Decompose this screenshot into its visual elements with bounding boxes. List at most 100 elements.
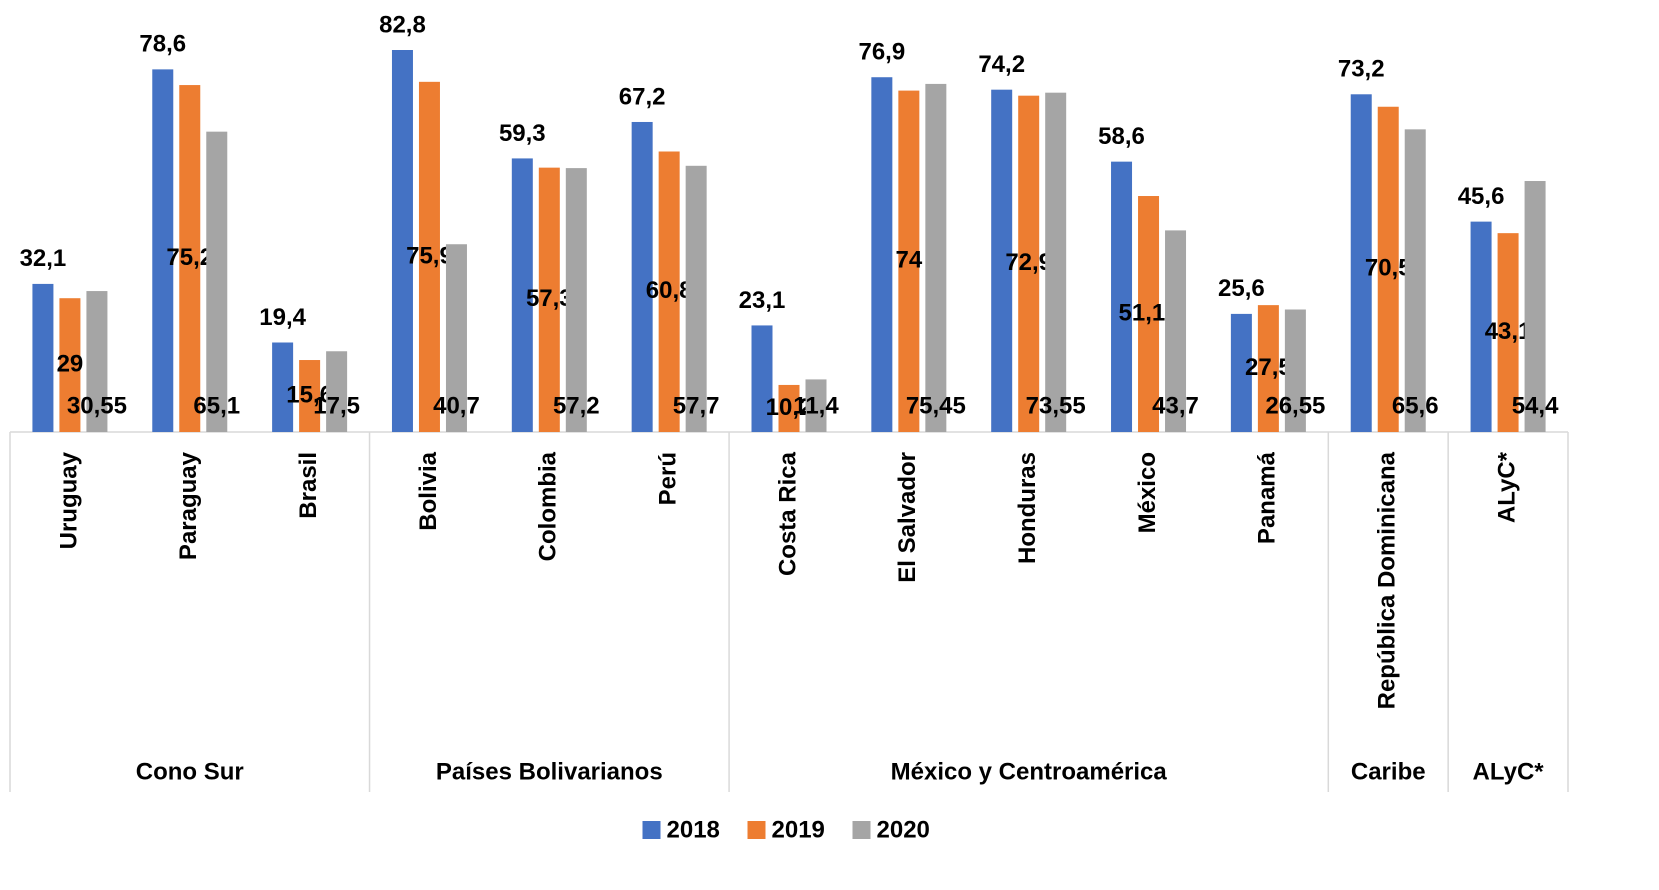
data-label: 74,2 [978, 51, 1025, 78]
bar [1524, 181, 1546, 432]
data-label: 59,3 [499, 120, 546, 147]
bar [778, 384, 800, 432]
data-label: 57,7 [673, 392, 720, 419]
data-label: 11,4 [793, 392, 839, 419]
data-label: 32,1 [20, 245, 67, 272]
bar [538, 167, 560, 432]
bar [445, 244, 467, 432]
group-label: Cono Sur [136, 758, 244, 785]
bar [1018, 95, 1040, 432]
legend-swatch [642, 821, 661, 839]
x-tick-label: Bolivia [415, 451, 442, 530]
x-tick-label: Perú [654, 452, 681, 505]
data-label: 17,5 [313, 392, 360, 419]
legend-swatch [852, 821, 871, 839]
bar [1470, 221, 1492, 432]
data-label: 65,6 [1392, 392, 1439, 419]
bar [1111, 161, 1133, 432]
data-label: 57,3 [526, 285, 573, 312]
bar [1165, 230, 1187, 432]
data-label: 10,2 [766, 394, 813, 421]
bar [658, 151, 680, 432]
data-label: 29 [57, 350, 84, 377]
bar [59, 298, 81, 432]
data-label: 57,2 [553, 392, 600, 419]
legend-label: 2019 [772, 816, 825, 843]
group-label: Caribe [1351, 758, 1426, 785]
data-label: 58,6 [1098, 123, 1145, 150]
bar [631, 121, 653, 433]
group-label: México y Centroamérica [891, 758, 1168, 785]
legend-label: 2020 [877, 816, 930, 843]
bar [805, 379, 827, 432]
bar [991, 89, 1013, 432]
data-label: 26,55 [1265, 392, 1325, 419]
data-label: 60,8 [646, 277, 693, 304]
data-label: 75,2 [166, 244, 213, 271]
group-label: ALyC* [1473, 758, 1545, 785]
x-tick-label: Honduras [1014, 452, 1041, 564]
data-label: 75,45 [906, 392, 966, 419]
bar [871, 77, 893, 432]
data-label: 43,7 [1152, 392, 1199, 419]
legend-swatch [747, 821, 766, 839]
data-label: 72,9 [1005, 249, 1052, 276]
x-tick-label: Uruguay [55, 451, 82, 549]
bar [1230, 313, 1252, 432]
bar [1350, 94, 1372, 432]
bar [898, 90, 920, 433]
data-label: 15,6 [286, 381, 333, 408]
x-tick-label: México [1134, 452, 1161, 533]
x-tick-label: Brasil [295, 452, 322, 519]
bar [1284, 309, 1306, 432]
bar [685, 165, 707, 433]
data-label: 65,1 [193, 392, 240, 419]
data-label: 73,55 [1026, 392, 1086, 419]
x-tick-label: República Dominicana [1374, 451, 1401, 709]
bar [1377, 106, 1399, 433]
x-tick-label: Panamá [1254, 451, 1281, 544]
data-label: 19,4 [259, 304, 306, 331]
data-label: 70,5 [1365, 255, 1412, 282]
data-label: 23,1 [739, 287, 786, 314]
bar [751, 325, 773, 432]
group-label: Países Bolivarianos [436, 758, 663, 785]
bar [299, 360, 321, 432]
bar [86, 291, 108, 432]
bar [1138, 196, 1160, 432]
x-tick-label: Costa Rica [774, 451, 801, 576]
bar [925, 83, 947, 432]
data-label: 45,6 [1458, 183, 1505, 210]
data-label: 75,9 [406, 242, 453, 269]
x-tick-label: ALyC* [1493, 451, 1520, 523]
data-label: 27,5 [1245, 354, 1292, 381]
bar [152, 69, 174, 433]
bar [418, 81, 440, 432]
bar [326, 351, 348, 432]
x-tick-label: El Salvador [894, 452, 921, 583]
data-label: 82,8 [379, 11, 426, 38]
data-label: 54,4 [1512, 392, 1559, 419]
bar [1257, 305, 1279, 432]
data-label: 78,6 [139, 31, 186, 58]
data-label: 76,9 [858, 39, 905, 66]
bar [32, 283, 54, 432]
bar [511, 158, 533, 432]
data-label: 74 [895, 247, 922, 274]
data-label: 67,2 [619, 83, 666, 110]
bar [391, 50, 413, 432]
data-label: 43,1 [1485, 318, 1532, 345]
bar [179, 85, 201, 432]
bar [1404, 129, 1426, 432]
bar [565, 168, 587, 433]
bar [206, 131, 228, 432]
data-label: 73,2 [1338, 56, 1385, 83]
x-tick-label: Paraguay [175, 451, 202, 560]
data-label: 30,55 [67, 392, 127, 419]
data-label: 40,7 [433, 392, 480, 419]
x-tick-label: Colombia [535, 451, 562, 561]
bar [1045, 92, 1067, 433]
legend-label: 2018 [667, 816, 720, 843]
bar [1497, 233, 1519, 432]
